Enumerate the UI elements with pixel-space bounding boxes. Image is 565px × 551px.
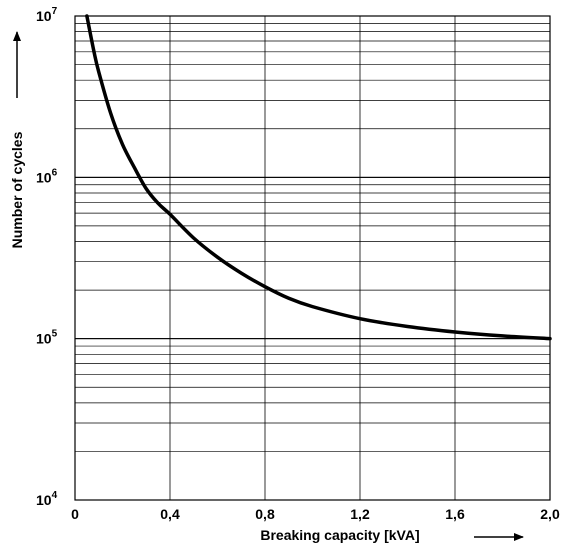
x-tick-labels: 0 0,4 0,8 1,2 1,6 2,0 — [71, 506, 560, 522]
y-tick-label: 106 — [36, 167, 58, 185]
x-axis-title: Breaking capacity [kVA] — [260, 527, 419, 543]
x-tick-label: 1,6 — [445, 506, 465, 522]
plot-frame — [74, 15, 551, 501]
y-tick-label: 104 — [36, 490, 58, 508]
x-tick-label: 0,4 — [160, 506, 180, 522]
x-tick-label: 2,0 — [540, 506, 560, 522]
grid-lines — [74, 15, 551, 501]
y-tick-labels: 104 105 106 107 — [36, 6, 58, 508]
y-tick-label: 107 — [36, 6, 58, 24]
x-tick-label: 1,2 — [350, 506, 370, 522]
curve-layer — [85, 14, 552, 341]
cycles-curve-line — [85, 14, 552, 341]
y-axis-title: Number of cycles — [9, 131, 25, 248]
y-tick-label: 105 — [36, 329, 58, 347]
x-tick-label: 0 — [71, 506, 79, 522]
x-tick-label: 0,8 — [255, 506, 275, 522]
